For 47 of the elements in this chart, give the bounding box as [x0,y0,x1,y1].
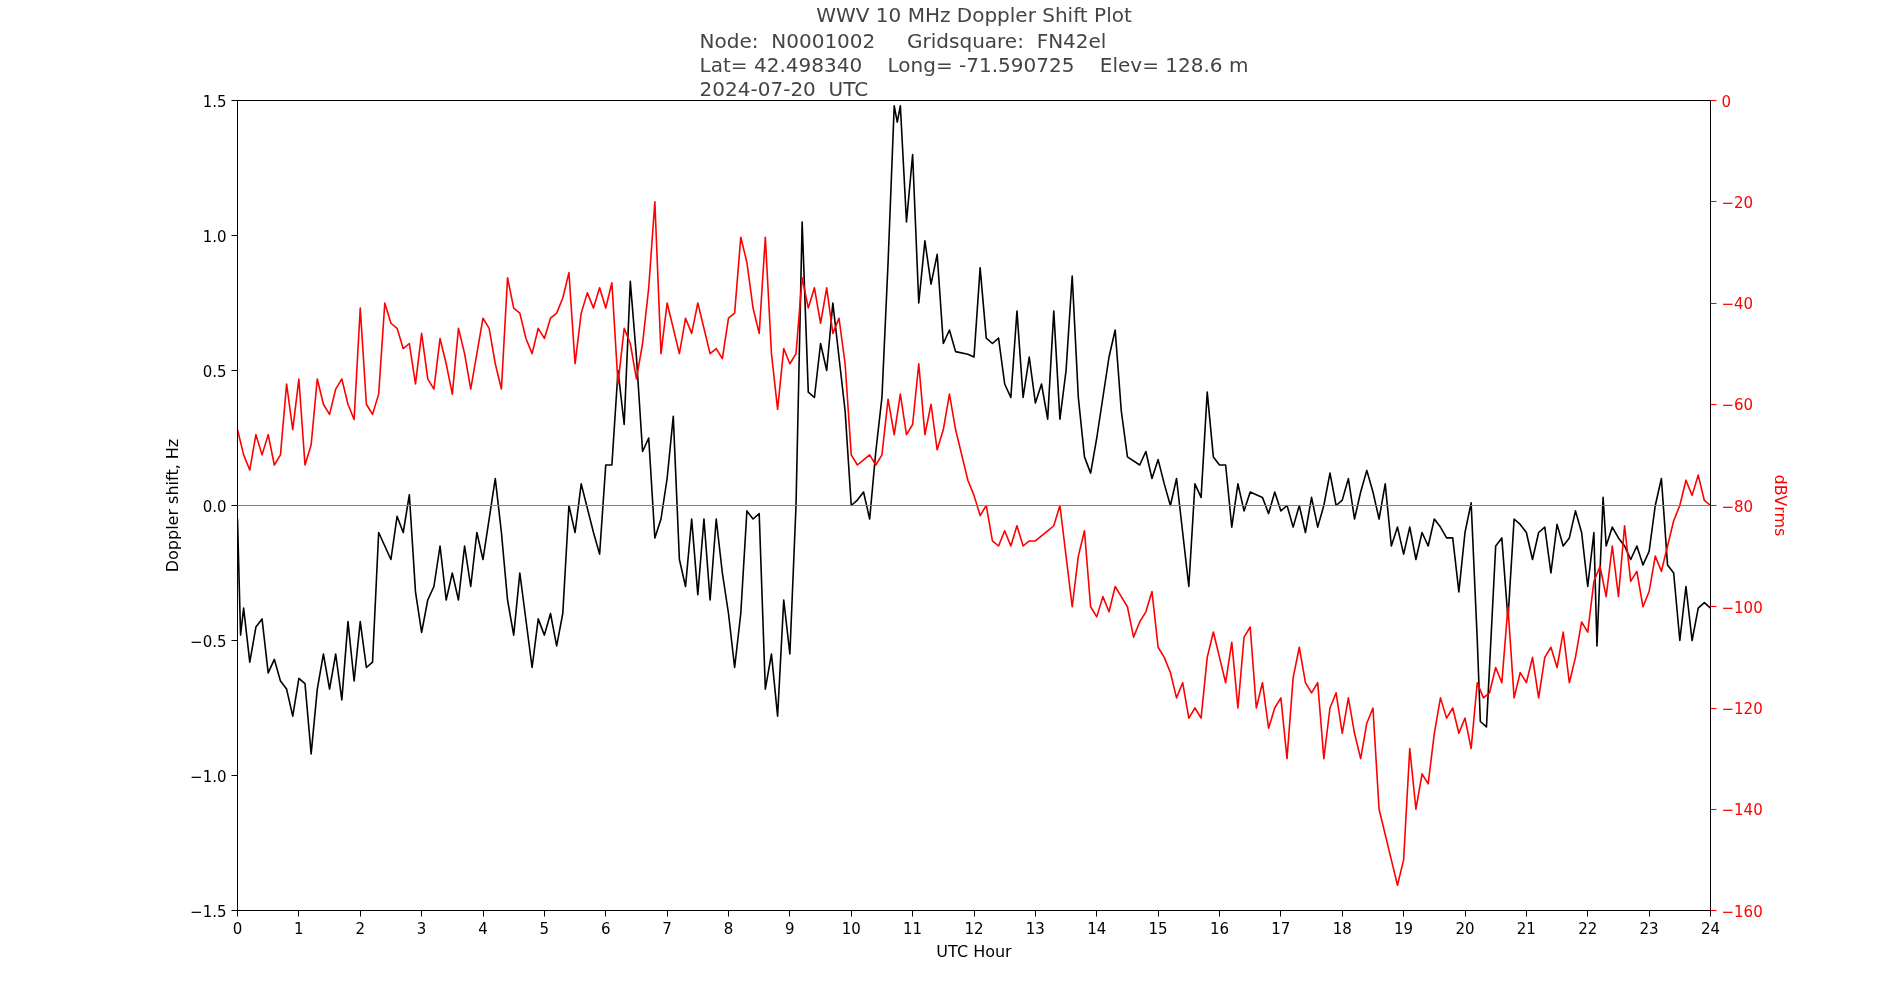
y2-tick-label: −100 [1721,598,1763,617]
x-tick-label: 0 [232,919,243,938]
x-tick-label: 16 [1209,919,1230,938]
y2-tick-label: −160 [1721,902,1763,921]
line-series [237,200,1711,886]
chart-subtitle: Node: N0001002 Gridsquare: FN42el Lat= 42.498340 Long= -71.590725 Elev= 128.6 m 2024-07-20 UTC [699,28,1249,101]
y2-tick-label: −120 [1721,700,1763,718]
x-tick-label: 2 [355,919,366,938]
y-tick-label: 1.0 [202,227,227,246]
x-tick-label: 22 [1578,919,1598,938]
x-tick-label: 23 [1639,919,1659,938]
y2-tick-label: −40 [1721,295,1754,313]
y-tick-label: 1.5 [202,92,227,111]
x-tick-label: 18 [1332,919,1352,938]
x-tick-label: 3 [416,919,427,938]
x-tick-label: 1 [294,919,304,938]
x-tick-label: 8 [723,919,734,938]
x-tick-label: 24 [1700,919,1721,938]
y-tick-label: 0.0 [202,497,227,516]
x-tick-label: 15 [1148,919,1168,938]
x-tick-label: 19 [1394,919,1414,938]
chart-title: WWV 10 MHz Doppler Shift Plot [816,2,1132,27]
x-tick-label: 20 [1455,919,1475,938]
x-tick-label: 21 [1516,919,1536,938]
x-tick-label: 4 [478,919,488,938]
y-axis-title: Doppler shift, Hz [163,438,183,573]
y2-tick-label: −60 [1721,396,1754,415]
y2-tick-label: −20 [1721,193,1754,212]
y2-tick-label: −80 [1721,497,1754,516]
x-tick-label: 14 [1087,919,1107,938]
x-axis-title: UTC Hour [936,941,1013,961]
x-tick-label: 11 [903,919,923,938]
y-tick-label: 0.5 [202,362,227,381]
y2-axis-title: dBVrms [1770,474,1790,537]
y-tick-label: −1.5 [190,902,227,921]
x-tick-label: 17 [1271,919,1291,938]
x-tick-label: 7 [662,919,672,938]
x-tick-label: 10 [841,919,861,938]
x-tick-label: 9 [785,919,795,938]
x-tick-label: 13 [1025,919,1045,938]
y-tick-label: −1.0 [190,767,227,786]
y-tick-label: −0.5 [190,632,227,651]
x-tick-label: 12 [964,919,984,938]
x-tick-label: 5 [539,919,550,938]
y2-tick-label: 0 [1721,92,1732,111]
y2-tick-label: −140 [1721,801,1763,820]
x-tick-label: 6 [600,919,611,938]
